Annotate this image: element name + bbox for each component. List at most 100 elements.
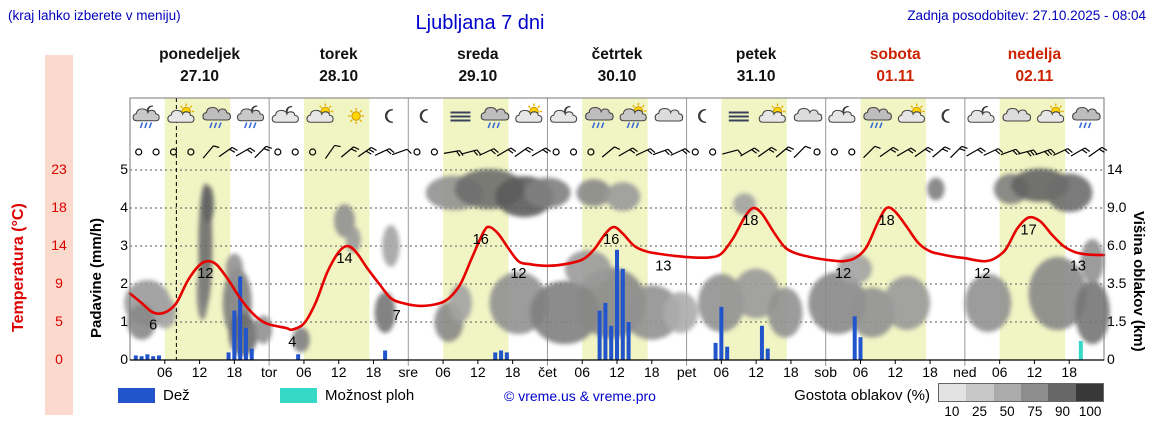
rain-bar — [609, 325, 614, 360]
calm-wind-icon — [691, 148, 699, 156]
temp-point-label: 18 — [879, 213, 895, 229]
moon-cloud-rain-icon — [132, 105, 160, 129]
calm-wind-icon — [430, 148, 438, 156]
density-tick: 10 — [944, 404, 960, 419]
day-name-nedelja: nedelja — [1007, 46, 1062, 63]
wind-barb-icon — [775, 146, 795, 158]
rain-bar — [493, 352, 498, 360]
wind-barb-icon — [879, 146, 899, 158]
density-segment — [966, 384, 994, 401]
temp-point-label: 13 — [655, 259, 671, 275]
calm-wind-icon — [291, 148, 299, 156]
cloud-rain-icon — [1072, 106, 1101, 129]
cloud-blob — [448, 284, 473, 322]
time-label: 06 — [852, 364, 869, 380]
wind-barb-icon — [531, 147, 551, 157]
time-label: 06 — [296, 364, 312, 380]
time-label: 12 — [330, 364, 347, 380]
rain-bar — [156, 355, 161, 360]
calm-wind-icon — [274, 148, 282, 156]
rain-bar — [765, 348, 770, 360]
page-title: Ljubljana 7 dni — [415, 12, 545, 34]
rain-bar — [249, 348, 254, 360]
cloud-blob — [767, 287, 803, 338]
day-date: 28.10 — [319, 68, 359, 85]
temp-point-label: 16 — [473, 232, 489, 248]
density-segment — [993, 384, 1021, 401]
temperature-axis-strip — [45, 55, 73, 415]
time-label: 18 — [922, 364, 938, 380]
temp-tick: 0 — [55, 351, 63, 367]
temp-tick: 23 — [51, 161, 67, 177]
copyright-link[interactable]: © vreme.us & vreme.pro — [504, 388, 656, 404]
sun-cloud-icon — [167, 103, 195, 123]
cloud-blob — [927, 177, 945, 201]
wind-barb-icon — [722, 149, 743, 155]
temp-tick: 5 — [55, 313, 63, 329]
calm-wind-icon — [569, 148, 578, 156]
calm-wind-icon — [552, 148, 560, 156]
calm-wind-icon — [813, 148, 821, 156]
temp-point-label: 12 — [510, 266, 526, 282]
rain-bar — [626, 322, 631, 360]
moon-cloud-icon — [828, 106, 856, 123]
temp-point-label: 17 — [1021, 223, 1037, 239]
cloud-blob — [202, 185, 215, 224]
rain-legend-swatch — [118, 388, 155, 403]
cloud-blob — [622, 285, 681, 340]
sun-icon — [348, 108, 365, 124]
temp-point-label: 6 — [149, 318, 157, 334]
rain-bar — [620, 268, 625, 360]
temp-point-label: 18 — [742, 213, 758, 229]
cloud-blob — [605, 182, 641, 212]
wind-barb-icon — [652, 148, 673, 156]
cloud-cover — [124, 168, 1110, 357]
calm-wind-icon — [830, 148, 839, 156]
sun-cloud-icon — [306, 103, 334, 123]
cloud-blob — [196, 266, 209, 321]
temp-point-label: 13 — [1070, 259, 1086, 275]
day-abbrev: čet — [538, 364, 557, 380]
cloud-rain-icon — [585, 106, 614, 129]
day-abbrev: tor — [260, 364, 278, 380]
shower-bar — [1078, 341, 1083, 360]
wind-barb-icon — [357, 146, 377, 158]
cloud-blob — [1046, 173, 1093, 213]
fog-icon — [728, 111, 749, 122]
wind-barb-icon — [443, 150, 464, 157]
rain-bar — [145, 354, 150, 360]
temperature-point-labels: 6 12 4 14 7 16 12 16 13 18 12 18 12 17 13 — [149, 213, 1086, 351]
rain-bars — [133, 249, 1083, 360]
day-abbrev: sre — [398, 364, 418, 380]
day-date: 01.11 — [876, 68, 915, 85]
cloud-blob — [374, 291, 396, 334]
wind-barb-icon — [254, 145, 272, 159]
temperature-curve — [128, 206, 1106, 332]
rain-bar — [133, 355, 138, 360]
cloud-tick: 1.5 — [1107, 313, 1127, 329]
rain-legend-label: Dež — [163, 387, 190, 404]
density-segment — [939, 384, 967, 401]
cloud-blob — [1075, 280, 1110, 345]
day-date: 30.10 — [597, 68, 637, 85]
time-label: 12 — [887, 364, 904, 380]
cloud-blob — [848, 287, 896, 338]
cloud-density-label: Gostota oblakov (%) — [794, 387, 930, 404]
day-name-četrtek: četrtek — [591, 46, 643, 63]
temp-point-label: 16 — [603, 232, 619, 248]
density-tick: 100 — [1078, 404, 1102, 419]
day-name-sobota: sobota — [869, 46, 921, 63]
wind-barb-icon — [950, 145, 968, 159]
day-abbrev: pet — [676, 364, 697, 380]
wind-barb-icon — [374, 148, 395, 156]
cloud-blob — [524, 177, 571, 208]
time-label: 18 — [643, 364, 660, 380]
moon-cloud-icon — [967, 106, 995, 123]
day-abbrev: ned — [953, 364, 977, 380]
rain-bar — [151, 356, 156, 360]
day-abbrev: sob — [814, 364, 837, 380]
rain-bar — [719, 306, 724, 360]
moon-icon — [941, 109, 950, 123]
wind-barb-icon — [635, 148, 656, 156]
